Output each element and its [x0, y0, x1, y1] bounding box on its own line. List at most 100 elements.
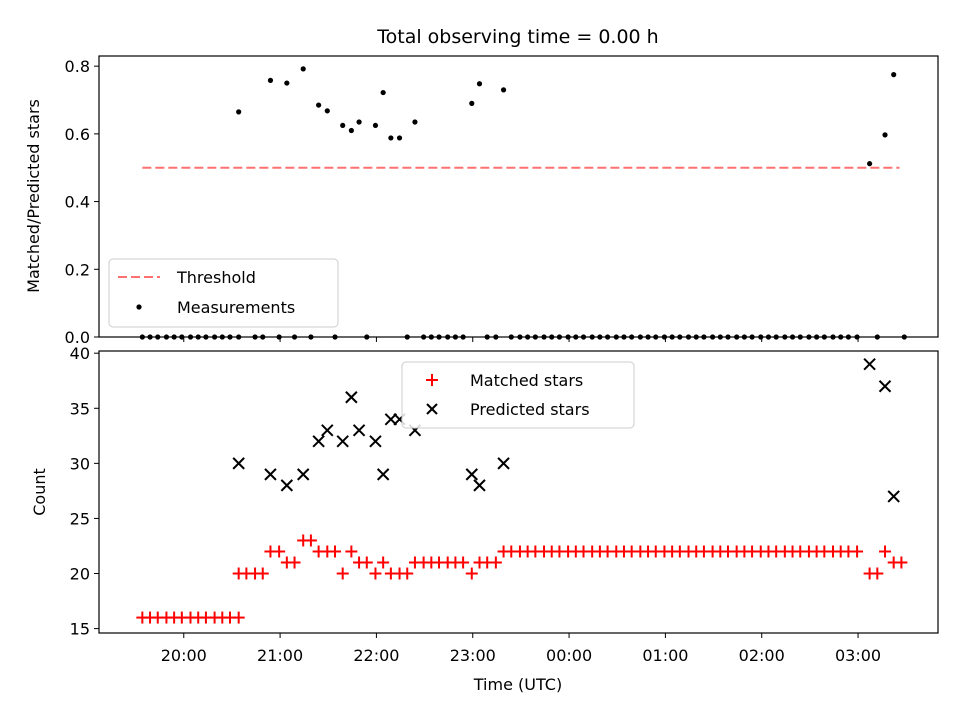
- top-y-tick-label: 0.6: [65, 125, 90, 144]
- matched-star-point: [273, 545, 286, 558]
- measurement-point: [882, 132, 888, 138]
- measurement-point: [891, 72, 897, 78]
- predicted-star-point: [473, 479, 486, 492]
- matched-star-point: [377, 556, 390, 569]
- x-axis-label: Time (UTC): [473, 675, 562, 694]
- legend-threshold-label: Threshold: [176, 268, 256, 287]
- bottom-y-tick-label: 40: [70, 344, 90, 363]
- predicted-star-point: [465, 468, 478, 481]
- bottom-legend: Matched stars Predicted stars: [401, 361, 635, 429]
- predicted-star-point: [312, 435, 325, 448]
- top-y-tick-label: 0.8: [65, 57, 90, 76]
- top-legend: Threshold Measurements: [108, 258, 339, 328]
- bottom-x-tick-label: 20:00: [161, 646, 207, 665]
- top-y-axis-label: Matched/Predicted stars: [24, 99, 43, 293]
- legend-measurements-swatch: [136, 304, 142, 310]
- bottom-y-tick-label: 20: [70, 565, 90, 584]
- bottom-x-tick-label: 03:00: [835, 646, 881, 665]
- predicted-star-point: [376, 468, 390, 481]
- measurement-point: [396, 135, 403, 141]
- predicted-star-point: [369, 435, 382, 448]
- bottom-legend-box: [401, 361, 635, 429]
- matched-star-point: [336, 567, 349, 580]
- legend-predicted-label: Predicted stars: [470, 400, 590, 419]
- predicted-star-point: [232, 457, 245, 470]
- measurement-point: [348, 127, 354, 134]
- legend-predicted-swatch: [426, 403, 438, 415]
- matched-star-point: [851, 545, 864, 558]
- top-x-ticks: [183, 337, 859, 342]
- matched-star-point: [465, 567, 478, 580]
- measurement-point: [372, 122, 379, 129]
- bottom-x-tick-label: 00:00: [546, 646, 592, 665]
- measurement-point: [267, 77, 274, 83]
- bottom-y-tick-label: 15: [70, 620, 90, 639]
- bottom-x-tick-label: 22:00: [353, 646, 399, 665]
- matched-star-point: [232, 611, 245, 624]
- bottom-x-tick-label: 01:00: [642, 646, 688, 665]
- predicted-star-point: [297, 468, 310, 481]
- matched-star-point: [360, 556, 373, 569]
- top-y-tick-label: 0.0: [65, 328, 90, 347]
- measurement-point: [300, 66, 306, 72]
- predicted-star-point: [497, 457, 510, 470]
- legend-measurements-label: Measurements: [177, 298, 295, 317]
- matched-star-point: [871, 567, 884, 580]
- top-plot-frame: [98, 55, 939, 338]
- measurement-point: [380, 89, 386, 96]
- matched-star-point: [457, 556, 470, 569]
- measurement-point: [412, 119, 418, 125]
- matched-star-point: [328, 545, 341, 558]
- measurement-point: [284, 80, 290, 86]
- measurement-point: [356, 119, 362, 125]
- top-y-tick-label: 0.4: [65, 193, 90, 212]
- bottom-y-tick-label: 30: [70, 454, 90, 473]
- predicted-star-point: [321, 424, 334, 437]
- matched-star-point: [304, 534, 317, 547]
- measurement-point: [388, 135, 394, 141]
- measurement-point: [340, 122, 346, 129]
- measurement-point: [324, 108, 330, 114]
- matched-star-point: [369, 567, 382, 580]
- matched-star-point: [256, 567, 269, 580]
- top-legend-box: [108, 258, 339, 328]
- predicted-star-point: [863, 358, 876, 371]
- predicted-star-point: [352, 424, 366, 437]
- predicted-star-point: [345, 391, 358, 404]
- matched-star-point: [288, 556, 301, 569]
- matched-star-point: [401, 567, 414, 580]
- bottom-plot-frame: [98, 350, 939, 634]
- bottom-y-ticks: 15 20 25 30 35 40: [70, 344, 99, 639]
- measurement-point: [469, 100, 475, 106]
- bottom-x-tick-label: 21:00: [257, 646, 303, 665]
- legend-matched-label: Matched stars: [470, 371, 583, 390]
- matched-star-point: [489, 556, 502, 569]
- bottom-x-tick-label: 02:00: [739, 646, 785, 665]
- bottom-y-tick-label: 25: [70, 509, 90, 528]
- predicted-star-point: [280, 479, 294, 492]
- predicted-star-point: [887, 490, 900, 503]
- matched-star-point: [345, 545, 358, 558]
- legend-matched-swatch: [426, 374, 438, 386]
- predicted-star-point: [336, 435, 349, 448]
- bottom-x-tick-label: 23:00: [450, 646, 496, 665]
- bottom-x-ticks: 20:00 21:00 22:00 23:00 00:00 01:00 02:00 03:00: [161, 633, 881, 665]
- top-y-ticks: 0.0 0.2 0.4 0.6 0.8: [65, 57, 99, 347]
- matched-star-point: [879, 545, 892, 558]
- chart-title: Total observing time = 0.00 h: [376, 26, 658, 48]
- matched-star-point: [895, 556, 908, 569]
- bottom-y-tick-label: 35: [70, 399, 90, 418]
- predicted-star-point: [878, 380, 892, 393]
- bottom-panel: Count Time (UTC) 15 20 25 30 35 40 20:00 21:00…: [30, 344, 939, 694]
- bottom-y-axis-label: Count: [30, 468, 49, 516]
- measurement-point: [500, 87, 507, 93]
- measurement-point: [476, 81, 483, 87]
- measurement-point: [867, 161, 873, 167]
- measurement-point: [316, 102, 322, 108]
- predicted-star-point: [264, 468, 277, 481]
- top-y-tick-label: 0.2: [65, 260, 90, 279]
- measurement-point: [236, 109, 242, 115]
- matched-stars-points: [136, 534, 908, 624]
- top-panel: Total observing time = 0.00 h Matched/Pr…: [24, 26, 939, 347]
